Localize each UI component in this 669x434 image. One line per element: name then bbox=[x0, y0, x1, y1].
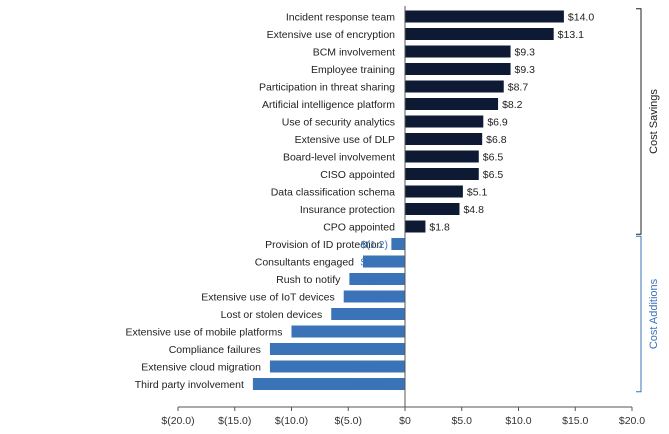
category-label-rush-to-notify: Rush to notify bbox=[276, 274, 341, 286]
group-label-cost-savings: Cost Savings bbox=[648, 89, 660, 154]
bar-extensive-use-of-mobile-platforms bbox=[291, 325, 405, 338]
value-label-extensive-use-of-dlp: $6.8 bbox=[486, 134, 507, 146]
bar-bcm-involvement bbox=[405, 45, 511, 58]
bar-employee-training bbox=[405, 63, 511, 75]
value-label-third-party-involvement: $(13.4) bbox=[355, 379, 388, 391]
bar-third-party-involvement bbox=[252, 378, 405, 390]
bar-insurance-protection bbox=[405, 203, 460, 215]
value-label-participation-in-threat-sharing: $8.7 bbox=[508, 82, 529, 94]
value-label-extensive-use-of-iot-devices: $(5.4) bbox=[361, 292, 388, 304]
category-label-extensive-use-of-dlp: Extensive use of DLP bbox=[295, 134, 395, 146]
x-tick-label: $0 bbox=[399, 415, 411, 427]
category-label-third-party-involvement: Third party involvement bbox=[135, 379, 244, 391]
category-label-bcm-involvement: BCM involvement bbox=[313, 47, 395, 59]
group-brackets: Cost Savings Cost Additions bbox=[636, 8, 660, 393]
value-label-provision-of-id-protection: $(1.2) bbox=[361, 239, 388, 251]
category-label-participation-in-threat-sharing: Participation in threat sharing bbox=[259, 82, 395, 94]
x-axis-ticks: $(20.0) $(15.0) $(10.0) $(5.0) $0 $5.0 $10.0 $1… bbox=[161, 407, 645, 427]
group-label-cost-additions: Cost Additions bbox=[648, 278, 660, 349]
bracket-cost-additions bbox=[636, 235, 642, 393]
bar-board-level-involvement bbox=[405, 150, 479, 163]
bar-participation-in-threat-sharing bbox=[405, 80, 504, 93]
value-label-compliance-failures: $(11.9) bbox=[356, 344, 389, 356]
bar-extensive-cloud-migration bbox=[269, 360, 405, 373]
category-label-extensive-use-of-mobile-platforms: Extensive use of mobile platforms bbox=[126, 327, 283, 339]
category-label-artificial-intelligence-platform: Artificial intelligence platform bbox=[262, 99, 395, 111]
value-labels: $14.0 $13.1 $9.3 $9.3 $8.7 $8.2 $6.9 $6.8 $6.5 $6… bbox=[355, 12, 595, 392]
category-label-data-classification-schema: Data classification schema bbox=[271, 187, 395, 199]
x-tick-label: $20.0 bbox=[619, 415, 645, 427]
bar-cpo-appointed bbox=[405, 220, 426, 233]
bar-artificial-intelligence-platform bbox=[405, 98, 499, 110]
bar-provision-of-id-protection bbox=[391, 238, 405, 250]
bar-rush-to-notify bbox=[349, 273, 405, 285]
category-labels: Incident response team Extensive use of e… bbox=[126, 12, 396, 392]
bracket-cost-savings bbox=[636, 8, 642, 235]
category-label-insurance-protection: Insurance protection bbox=[300, 204, 395, 216]
category-label-consultants-engaged: Consultants engaged bbox=[255, 257, 354, 269]
category-label-board-level-involvement: Board-level involvement bbox=[283, 152, 395, 164]
x-tick-label: $5.0 bbox=[452, 415, 473, 427]
bars-layer bbox=[252, 10, 564, 390]
value-label-lost-or-stolen-devices: $(6.5) bbox=[361, 309, 388, 321]
category-label-use-of-security-analytics: Use of security analytics bbox=[282, 117, 395, 129]
category-label-incident-response-team: Incident response team bbox=[286, 12, 395, 24]
bar-lost-or-stolen-devices bbox=[331, 308, 405, 320]
bar-incident-response-team bbox=[405, 10, 564, 23]
value-label-extensive-cloud-migration: $(11.9) bbox=[356, 362, 389, 374]
bar-use-of-security-analytics bbox=[405, 115, 484, 128]
value-label-ciso-appointed: $6.5 bbox=[483, 169, 504, 181]
category-label-compliance-failures: Compliance failures bbox=[169, 344, 261, 356]
bar-extensive-use-of-dlp bbox=[405, 133, 483, 145]
category-label-provision-of-id-protection: Provision of ID protection bbox=[265, 239, 382, 251]
value-label-cpo-appointed: $1.8 bbox=[429, 222, 450, 234]
value-label-consultants-engaged: $(3.7) bbox=[361, 257, 388, 269]
value-label-employee-training: $9.3 bbox=[515, 64, 536, 76]
value-label-use-of-security-analytics: $6.9 bbox=[487, 117, 508, 129]
value-label-bcm-involvement: $9.3 bbox=[515, 47, 536, 59]
category-label-extensive-use-of-iot-devices: Extensive use of IoT devices bbox=[201, 292, 334, 304]
value-label-extensive-use-of-mobile-platforms: $(10.0) bbox=[355, 327, 388, 339]
bar-extensive-use-of-encryption bbox=[405, 28, 554, 40]
category-label-employee-training: Employee training bbox=[311, 64, 395, 76]
value-label-board-level-involvement: $6.5 bbox=[483, 152, 504, 164]
bar-compliance-failures bbox=[269, 343, 405, 355]
bar-ciso-appointed bbox=[405, 168, 479, 180]
x-tick-label: $15.0 bbox=[562, 415, 588, 427]
x-tick-label: $(10.0) bbox=[275, 415, 308, 427]
value-label-incident-response-team: $14.0 bbox=[568, 12, 594, 24]
value-label-insurance-protection: $4.8 bbox=[463, 204, 484, 216]
bar-data-classification-schema bbox=[405, 185, 463, 198]
x-tick-label: $(15.0) bbox=[218, 415, 251, 427]
category-label-extensive-use-of-encryption: Extensive use of encryption bbox=[267, 29, 396, 41]
x-tick-label: $(5.0) bbox=[335, 415, 362, 427]
x-tick-label: $10.0 bbox=[505, 415, 531, 427]
value-label-data-classification-schema: $5.1 bbox=[467, 187, 488, 199]
value-label-extensive-use-of-encryption: $13.1 bbox=[558, 29, 584, 41]
value-label-artificial-intelligence-platform: $8.2 bbox=[502, 99, 523, 111]
bar-consultants-engaged bbox=[363, 255, 405, 268]
value-label-rush-to-notify: $(4.9) bbox=[361, 274, 388, 286]
bar-extensive-use-of-iot-devices bbox=[343, 290, 405, 303]
category-label-cpo-appointed: CPO appointed bbox=[323, 222, 395, 234]
category-label-ciso-appointed: CISO appointed bbox=[320, 169, 395, 181]
category-label-lost-or-stolen-devices: Lost or stolen devices bbox=[221, 309, 323, 321]
x-tick-label: $(20.0) bbox=[161, 415, 194, 427]
category-label-extensive-cloud-migration: Extensive cloud migration bbox=[141, 362, 261, 374]
